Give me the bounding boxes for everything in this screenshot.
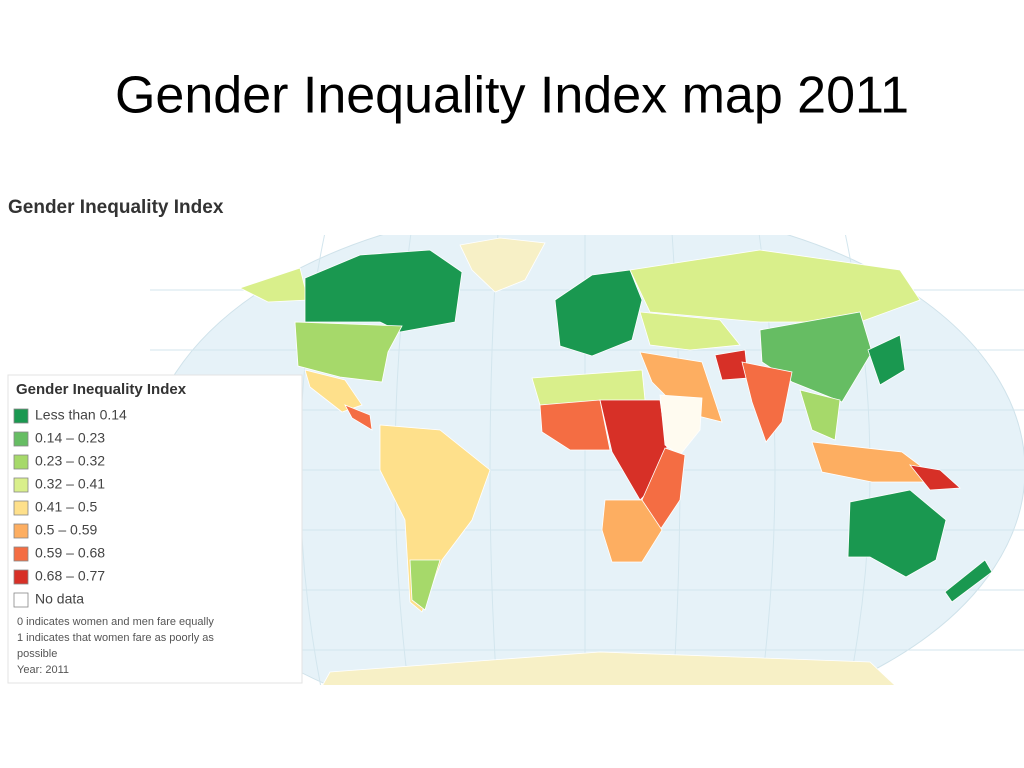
legend-box [7,374,303,684]
legend-label: 0.32 – 0.41 [35,476,105,492]
legend-notes: 0 indicates women and men fare equally 1 … [17,616,214,676]
legend-label: Less than 0.14 [35,407,127,423]
legend-label: 0.41 – 0.5 [35,499,97,515]
legend-label: 0.59 – 0.68 [35,545,105,561]
legend-items: Less than 0.14 0.14 – 0.23 0.23 – 0.32 0.32… [13,407,127,608]
legend-label: 0.68 – 0.77 [35,568,105,584]
legend-swatch [13,408,29,424]
legend-swatch [13,546,29,562]
legend: Gender Inequality Index Less than 0.14 0.… [7,374,303,684]
world-map [150,235,1024,685]
legend-label: 0.5 – 0.59 [35,522,97,538]
legend-swatch [13,431,29,447]
countries [238,237,993,685]
legend-swatch [13,569,29,585]
legend-swatch [13,592,29,608]
legend-swatch [13,454,29,470]
legend-note: possible [17,648,57,660]
legend-swatch [13,477,29,493]
legend-swatch [13,523,29,539]
legend-note: 0 indicates women and men fare equally [17,616,214,628]
legend-swatch [13,500,29,516]
legend-label: 0.23 – 0.32 [35,453,105,469]
legend-label: No data [35,591,84,607]
legend-label: 0.14 – 0.23 [35,430,105,446]
slide-title: Gender Inequality Index map 2011 [115,67,909,125]
legend-note: Year: 2011 [17,664,69,676]
map-title: Gender Inequality Index [8,197,224,218]
legend-note: 1 indicates that women fare as poorly as [17,632,214,644]
legend-title: Gender Inequality Index [16,381,187,398]
